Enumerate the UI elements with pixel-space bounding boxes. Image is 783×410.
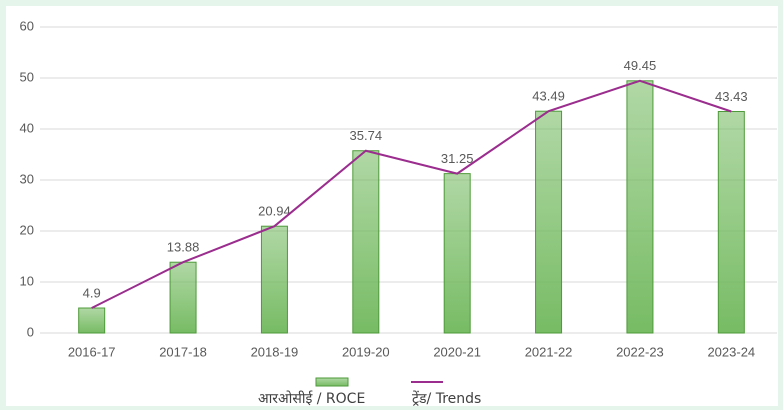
y-tick-label: 10 bbox=[20, 273, 34, 288]
data-label: 31.25 bbox=[441, 151, 474, 166]
data-label: 13.88 bbox=[167, 240, 200, 255]
data-label: 35.74 bbox=[350, 128, 383, 143]
x-tick-label: 2019-20 bbox=[342, 344, 390, 359]
legend-label: ट्रेंड/ Trends bbox=[412, 390, 481, 407]
y-tick-label: 30 bbox=[20, 171, 34, 186]
data-label: 49.45 bbox=[624, 58, 657, 73]
y-tick-label: 0 bbox=[27, 324, 34, 339]
x-tick-label: 2016-17 bbox=[68, 344, 116, 359]
y-tick-label: 40 bbox=[20, 120, 34, 135]
bar bbox=[352, 150, 380, 334]
data-label: 43.49 bbox=[532, 89, 565, 104]
bar bbox=[626, 80, 654, 334]
data-label: 20.94 bbox=[258, 204, 291, 219]
x-tick-label: 2020-21 bbox=[433, 344, 481, 359]
x-tick-label: 2017-18 bbox=[159, 344, 207, 359]
legend-swatch bbox=[315, 377, 349, 387]
bar bbox=[260, 225, 288, 334]
legend-label: आरओसीई / ROCE bbox=[258, 390, 365, 407]
x-tick-label: 2021-22 bbox=[525, 344, 573, 359]
y-tick-label: 20 bbox=[20, 222, 34, 237]
bar bbox=[717, 111, 745, 334]
bar bbox=[535, 110, 563, 334]
bar bbox=[443, 173, 471, 334]
trend-line bbox=[91, 79, 732, 309]
data-label: 4.9 bbox=[83, 285, 101, 300]
bar bbox=[169, 261, 197, 334]
bar bbox=[78, 307, 106, 334]
x-tick-label: 2018-19 bbox=[251, 344, 299, 359]
x-tick-label: 2023-24 bbox=[707, 344, 755, 359]
y-tick-label: 50 bbox=[20, 69, 34, 84]
legend: आरओसीई / ROCE ट्रेंड/ Trends bbox=[258, 377, 481, 407]
data-label: 43.43 bbox=[715, 89, 748, 104]
x-tick-label: 2022-23 bbox=[616, 344, 664, 359]
y-tick-label: 60 bbox=[20, 18, 34, 33]
